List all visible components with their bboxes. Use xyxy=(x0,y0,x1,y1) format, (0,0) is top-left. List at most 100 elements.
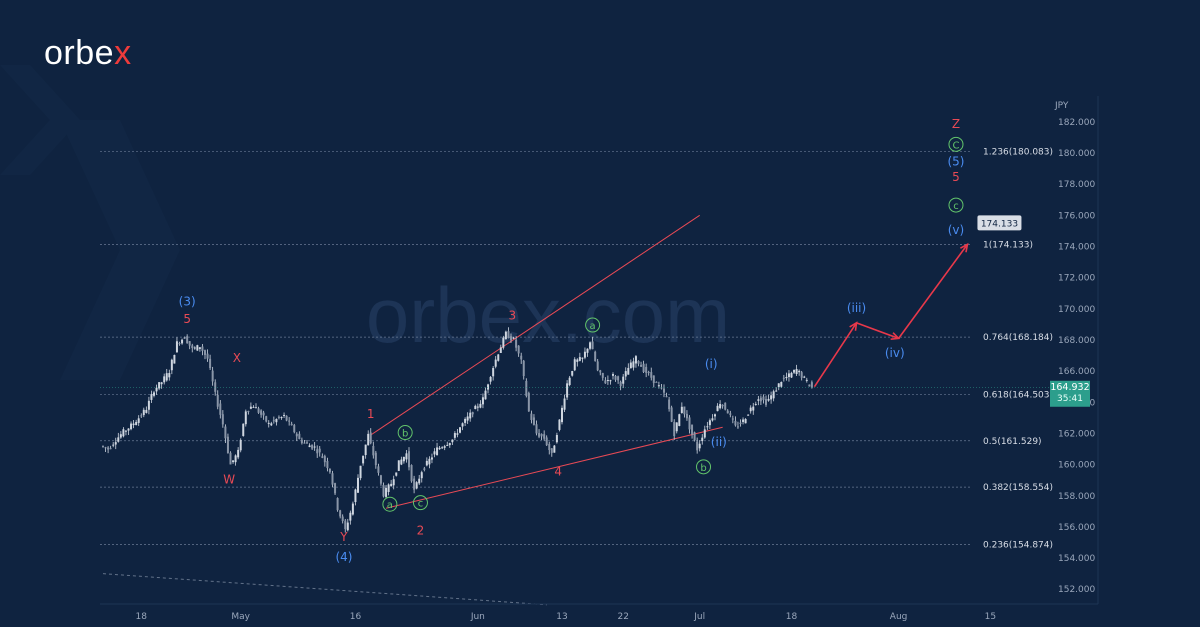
candle-body xyxy=(762,396,765,401)
candle-body xyxy=(657,385,660,387)
candle-body xyxy=(308,445,311,448)
candle-body xyxy=(798,370,801,373)
time-tick-label: 16 xyxy=(350,612,362,622)
wave-label-circle xyxy=(585,317,601,333)
projection-segment xyxy=(813,322,858,388)
wave-label: 5 xyxy=(952,170,960,184)
target-tag-label: 174.133 xyxy=(981,219,1018,229)
candle-body xyxy=(701,437,704,442)
candle-body xyxy=(800,372,803,378)
candle-body xyxy=(606,379,609,381)
candle-body xyxy=(117,437,120,442)
candle-body xyxy=(619,381,622,387)
candle-body xyxy=(181,339,184,344)
candle-body xyxy=(708,420,711,426)
candle-body xyxy=(425,460,428,466)
candle-body xyxy=(548,443,551,451)
time-tick-label: Jun xyxy=(470,612,485,622)
candle-body xyxy=(673,421,676,437)
candle-body xyxy=(747,414,750,416)
candle-body xyxy=(214,382,217,392)
price-axis: 152.000 154.000 156.000 158.000 160.000 162.0… xyxy=(1058,118,1095,595)
candle-body xyxy=(719,404,722,409)
candle-body xyxy=(142,409,145,416)
candle-body xyxy=(267,422,270,424)
candle-body xyxy=(451,439,454,443)
wave-label: b xyxy=(402,429,408,440)
wave-label: 5 xyxy=(183,312,191,326)
candle-body xyxy=(277,416,280,418)
wave-label-circle xyxy=(382,496,398,512)
candle-body xyxy=(374,452,377,466)
candle-body xyxy=(237,449,240,458)
candle-body xyxy=(749,407,752,412)
price-tick-label: 152.000 xyxy=(1058,585,1095,595)
price-tick-label: 160.000 xyxy=(1058,461,1095,471)
price-tick-label: 156.000 xyxy=(1058,523,1095,533)
candle-body xyxy=(721,404,724,407)
candle-body xyxy=(540,433,543,437)
candle-body xyxy=(239,439,242,451)
wave-label: 1 xyxy=(367,407,375,421)
candle-body xyxy=(303,442,306,444)
candle-body xyxy=(288,420,291,422)
candle-body xyxy=(260,410,263,415)
candle-body xyxy=(703,429,706,438)
candle-body xyxy=(803,376,806,378)
candle-body xyxy=(683,406,686,415)
candle-body xyxy=(520,355,523,360)
candle-body xyxy=(372,445,375,456)
candle-body xyxy=(489,376,492,382)
wave-label: (5) xyxy=(947,154,964,168)
candle-body xyxy=(153,392,155,396)
candle-body xyxy=(415,482,418,489)
candle-body xyxy=(249,406,252,409)
candle-body xyxy=(219,403,222,415)
candle-body xyxy=(413,478,416,490)
candle-body xyxy=(300,439,303,444)
trendline-lower-channel xyxy=(385,426,723,509)
logo-accent: x xyxy=(114,34,132,72)
candle-body xyxy=(481,397,484,405)
candle-body xyxy=(665,396,668,398)
candle-body xyxy=(805,379,808,381)
candle-body xyxy=(469,412,472,419)
candle-body xyxy=(487,384,490,390)
candle-body xyxy=(793,369,796,373)
candle-body xyxy=(408,451,410,468)
candle-body xyxy=(158,382,161,389)
wave-label: X xyxy=(233,351,241,365)
candle-body xyxy=(561,407,563,423)
price-tick-label: 176.000 xyxy=(1058,211,1095,221)
fib-level-label: 0.236(154.874) xyxy=(983,540,1053,550)
candle-body xyxy=(433,451,436,455)
candle-body xyxy=(323,456,326,463)
candle-body xyxy=(306,442,308,444)
candle-body xyxy=(405,453,408,460)
candle-body xyxy=(627,367,630,375)
candle-body xyxy=(130,423,133,430)
candle-body xyxy=(459,427,461,433)
projection-segment xyxy=(856,322,899,340)
candle-body xyxy=(767,398,770,401)
watermark: orbex.com xyxy=(366,271,730,359)
candle-body xyxy=(538,433,541,437)
candle-body xyxy=(543,434,546,439)
wave-label: W xyxy=(223,472,235,486)
candle-body xyxy=(535,424,538,434)
candle-body xyxy=(351,503,354,515)
candle-body xyxy=(316,449,319,454)
candle-body xyxy=(555,434,558,443)
wave-label-circle xyxy=(696,459,712,475)
candle-body xyxy=(272,420,275,422)
candle-body xyxy=(637,360,640,364)
candle-body xyxy=(336,498,339,511)
wave-label: (ii) xyxy=(711,435,727,449)
candle-body xyxy=(507,331,510,339)
candle-body xyxy=(782,377,785,379)
candle-body xyxy=(423,468,426,470)
projection-arrowhead xyxy=(960,242,969,253)
wave-label: Z xyxy=(952,117,960,131)
candle-body xyxy=(578,357,581,361)
